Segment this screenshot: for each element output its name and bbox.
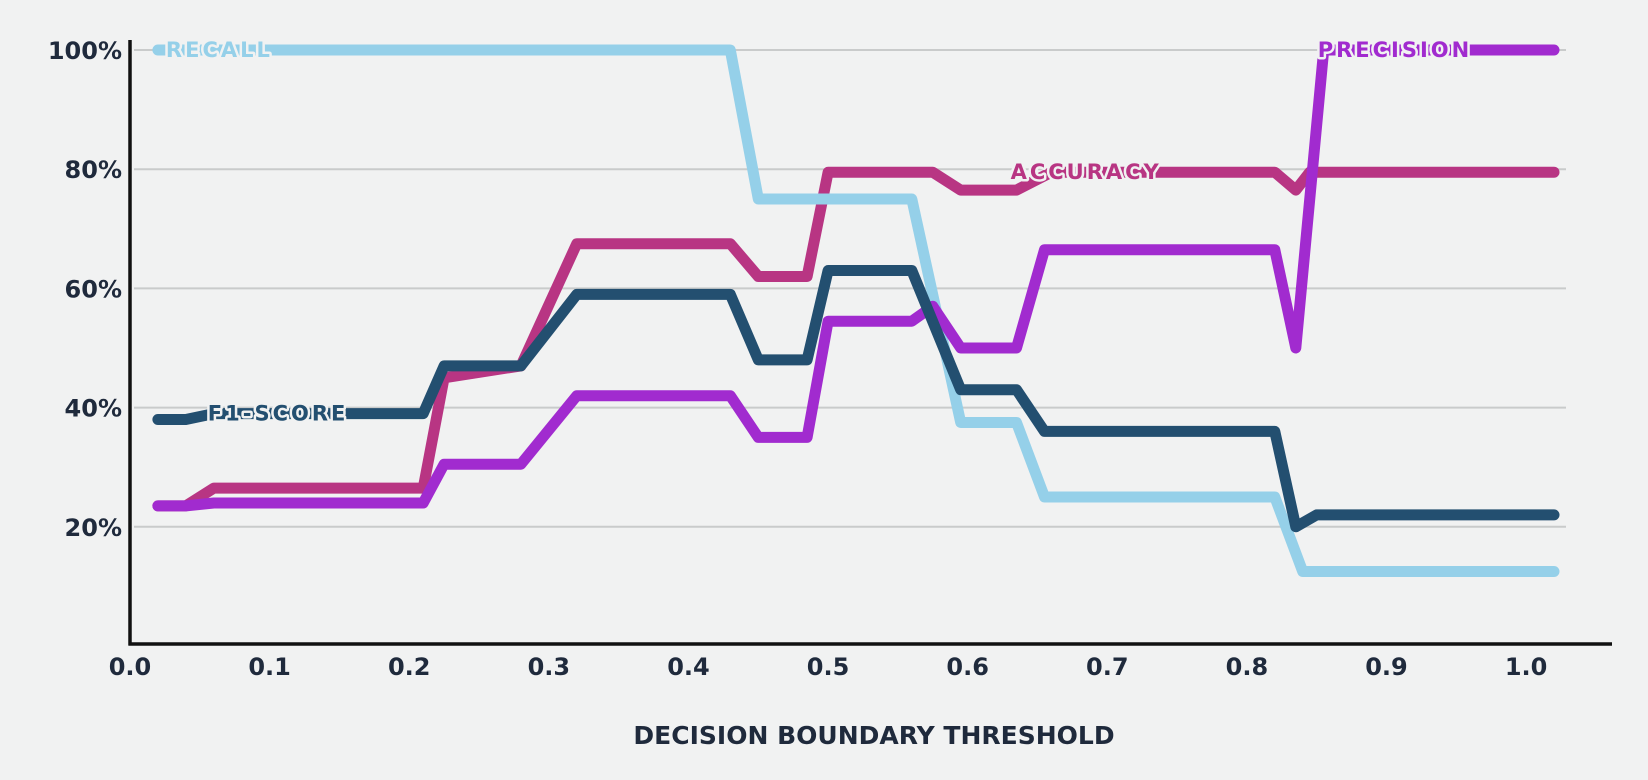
x-tick-label: 0.3 bbox=[528, 653, 571, 681]
axes bbox=[128, 40, 1612, 646]
x-tick-label: 0.0 bbox=[109, 653, 152, 681]
x-tick-label: 0.7 bbox=[1086, 653, 1129, 681]
x-axis-title: DECISION BOUNDARY THRESHOLD bbox=[633, 721, 1114, 750]
series-label-f1-score: F1-SCORE bbox=[208, 402, 349, 426]
series-label-accuracy: ACCURACY bbox=[1011, 160, 1162, 184]
x-tick-label: 0.5 bbox=[807, 653, 850, 681]
y-tick-label: 60% bbox=[65, 275, 122, 303]
x-tick-label: 1.0 bbox=[1505, 653, 1548, 681]
y-tick-label: 80% bbox=[65, 156, 122, 184]
series-label-recall: RECALL bbox=[166, 38, 273, 62]
y-tick-label: 40% bbox=[65, 395, 122, 423]
series-labels: ACCURACY RECALL PRECISION F1-SCORE bbox=[163, 36, 1473, 429]
tick-labels: 20% 40% 60% 80% 100% 0.0 0.1 0.2 0.3 0.4 0.5 0.6 0.7… bbox=[48, 37, 1548, 681]
series-line-precision bbox=[152, 44, 1560, 512]
y-tick-label: 20% bbox=[65, 514, 122, 542]
series-label-precision: PRECISION bbox=[1318, 38, 1473, 62]
y-tick-label: 100% bbox=[48, 37, 122, 65]
x-tick-label: 0.6 bbox=[946, 653, 989, 681]
series-line-accuracy bbox=[152, 166, 1560, 512]
series-line-recall bbox=[152, 44, 1560, 577]
gridlines bbox=[134, 49, 1566, 528]
x-tick-label: 0.1 bbox=[248, 653, 291, 681]
series-lines bbox=[152, 44, 1560, 577]
x-tick-label: 0.9 bbox=[1365, 653, 1408, 681]
x-tick-label: 0.2 bbox=[388, 653, 431, 681]
x-tick-label: 0.8 bbox=[1226, 653, 1269, 681]
x-tick-label: 0.4 bbox=[667, 653, 710, 681]
series-line-f1-score bbox=[152, 265, 1560, 533]
